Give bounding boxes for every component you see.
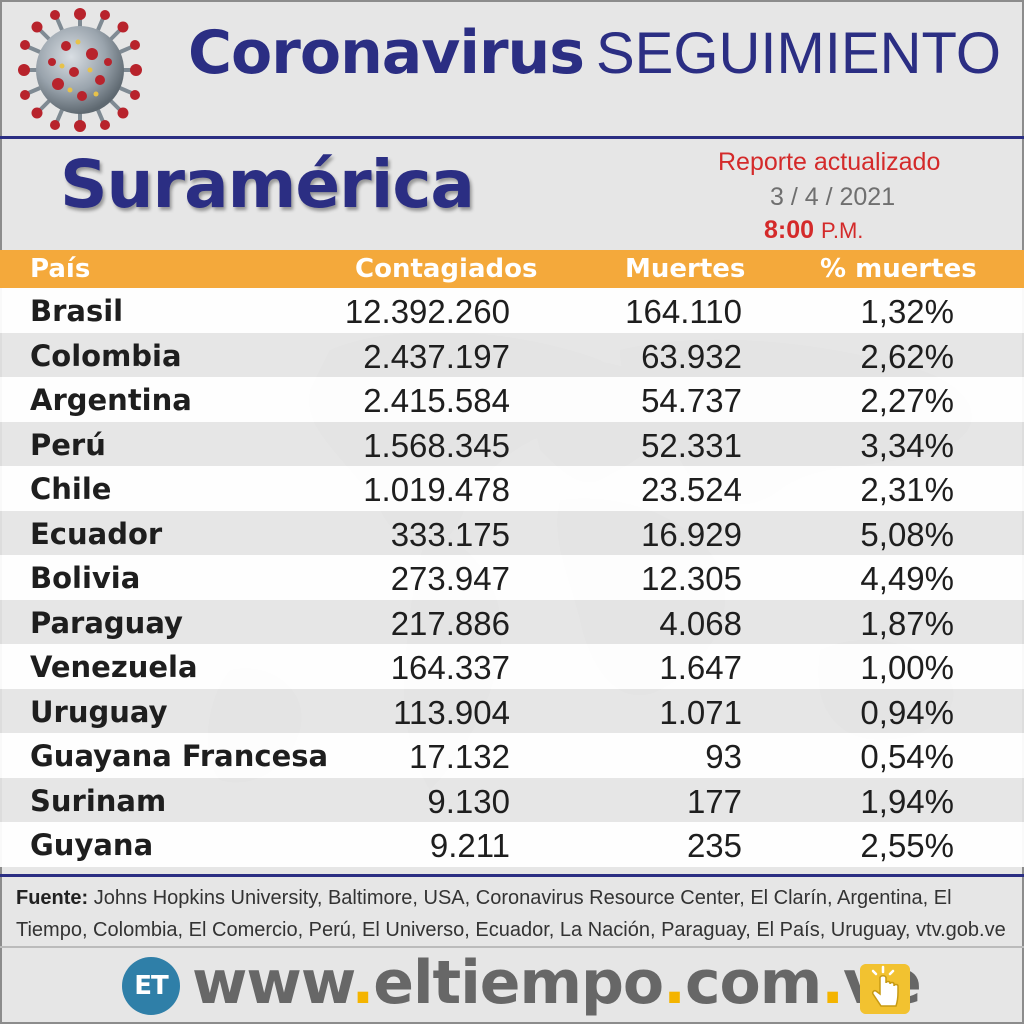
col-header-country: País [30, 254, 91, 284]
footer-divider-2 [0, 946, 1024, 948]
cell-country: Brasil [30, 294, 124, 328]
cell-pct: 2,62% [860, 337, 954, 375]
cell-cases: 164.337 [390, 649, 510, 686]
cell-deaths: 177 [686, 782, 742, 820]
cell-pct: 1,00% [860, 649, 954, 686]
el-tiempo-logo: ET [122, 957, 180, 1015]
title-main: Coronavirus [188, 18, 585, 88]
col-header-pct: % muertes [820, 254, 977, 284]
source-note: Fuente: Johns Hopkins University, Baltim… [16, 882, 1006, 946]
url-dot: . [663, 948, 686, 1018]
cell-pct: 2,27% [860, 382, 954, 419]
report-time-suffix: P.M. [821, 218, 864, 243]
cell-deaths: 52.331 [641, 426, 742, 464]
tap-finger-icon [860, 964, 910, 1014]
table-row: Guyana 9.211 235 2,55% [0, 822, 1024, 867]
cell-cases: 333.175 [390, 515, 510, 553]
cell-deaths: 235 [686, 827, 742, 864]
url-www: www [192, 948, 352, 1018]
col-header-cases: Contagiados [355, 254, 538, 284]
cell-cases: 9.130 [427, 782, 510, 820]
cell-pct: 3,34% [860, 426, 954, 464]
url-dot: . [821, 948, 844, 1018]
report-time-value: 8:00 [764, 216, 815, 244]
region-title: Suramérica [60, 146, 475, 223]
cell-pct: 4,49% [860, 560, 954, 597]
cell-cases: 217.886 [390, 604, 510, 642]
cell-cases: 273.947 [390, 560, 510, 597]
cell-cases: 113.904 [393, 693, 510, 731]
cell-deaths: 16.929 [641, 515, 742, 553]
cell-deaths: 1.071 [659, 693, 742, 731]
cell-country: Guyana [30, 828, 154, 862]
cell-deaths: 54.737 [641, 382, 742, 419]
cell-deaths: 93 [705, 738, 742, 775]
table-row: Ecuador 333.175 16.929 5,08% [0, 510, 1024, 555]
website-url[interactable]: www.eltiempo.com.ve [192, 948, 922, 1018]
cell-cases: 1.568.345 [363, 426, 510, 464]
cases-table: País Contagiados Muertes % muertes Brasi… [0, 250, 1024, 867]
cell-pct: 1,32% [860, 293, 954, 330]
cell-country: Argentina [30, 383, 192, 417]
cell-cases: 17.132 [409, 738, 510, 775]
header-divider [0, 136, 1024, 139]
cell-pct: 2,31% [860, 471, 954, 508]
table-row: Chile 1.019.478 23.524 2,31% [0, 466, 1024, 511]
cell-cases: 2.437.197 [363, 337, 510, 375]
cell-deaths: 12.305 [641, 560, 742, 597]
col-header-deaths: Muertes [625, 254, 746, 284]
cell-country: Uruguay [30, 694, 168, 729]
cell-cases: 12.392.260 [344, 293, 510, 330]
cell-cases: 2.415.584 [363, 382, 510, 419]
cell-cases: 1.019.478 [363, 471, 510, 508]
cell-cases: 9.211 [429, 827, 510, 864]
table-row: Venezuela 164.337 1.647 1,00% [0, 644, 1024, 689]
cell-pct: 2,55% [860, 827, 954, 864]
cell-pct: 0,94% [860, 693, 954, 731]
page-title: Coronavirus SEGUIMIENTO [188, 18, 1001, 118]
cell-country: Colombia [30, 338, 182, 373]
cell-pct: 5,08% [860, 515, 954, 553]
report-date: 3 / 4 / 2021 [770, 183, 896, 211]
cell-pct: 0,54% [860, 738, 954, 775]
cell-deaths: 164.110 [625, 293, 742, 330]
table-row: Colombia 2.437.197 63.932 2,62% [0, 332, 1024, 377]
source-label: Fuente: [16, 887, 89, 909]
cell-deaths: 63.932 [641, 337, 742, 375]
cell-country: Bolivia [30, 561, 141, 595]
cell-pct: 1,87% [860, 604, 954, 642]
cell-country: Perú [30, 427, 106, 462]
cell-country: Surinam [30, 783, 167, 818]
table-header: País Contagiados Muertes % muertes [0, 250, 1024, 288]
table-row: Surinam 9.130 177 1,94% [0, 777, 1024, 822]
cell-pct: 1,94% [860, 782, 954, 820]
url-com: com [684, 948, 822, 1018]
cell-country: Ecuador [30, 516, 163, 551]
report-label: Reporte actualizado [718, 148, 941, 176]
source-text: Johns Hopkins University, Baltimore, USA… [16, 887, 1006, 941]
footer-divider [0, 874, 1024, 877]
coronavirus-illustration [18, 8, 142, 132]
table-row: Uruguay 113.904 1.071 0,94% [0, 688, 1024, 733]
cell-country: Paraguay [30, 605, 183, 640]
table-body: Brasil 12.392.260 164.110 1,32% Colombia 2.43… [0, 288, 1024, 867]
cell-country: Chile [30, 472, 112, 506]
url-dot: . [351, 948, 374, 1018]
cell-deaths: 4.068 [659, 604, 742, 642]
report-time: 8:00 P.M. [764, 216, 863, 245]
table-row: Argentina 2.415.584 54.737 2,27% [0, 377, 1024, 422]
cell-country: Guayana Francesa [30, 739, 329, 773]
table-row: Perú 1.568.345 52.331 3,34% [0, 421, 1024, 466]
cell-deaths: 23.524 [641, 471, 742, 508]
table-row: Bolivia 273.947 12.305 4,49% [0, 555, 1024, 600]
cell-deaths: 1.647 [659, 649, 742, 686]
table-row: Paraguay 217.886 4.068 1,87% [0, 599, 1024, 644]
url-domain: eltiempo [373, 948, 664, 1018]
title-sub: SEGUIMIENTO [595, 21, 1001, 86]
cell-country: Venezuela [30, 650, 198, 684]
table-row: Brasil 12.392.260 164.110 1,32% [0, 288, 1024, 333]
table-row: Guayana Francesa 17.132 93 0,54% [0, 733, 1024, 778]
